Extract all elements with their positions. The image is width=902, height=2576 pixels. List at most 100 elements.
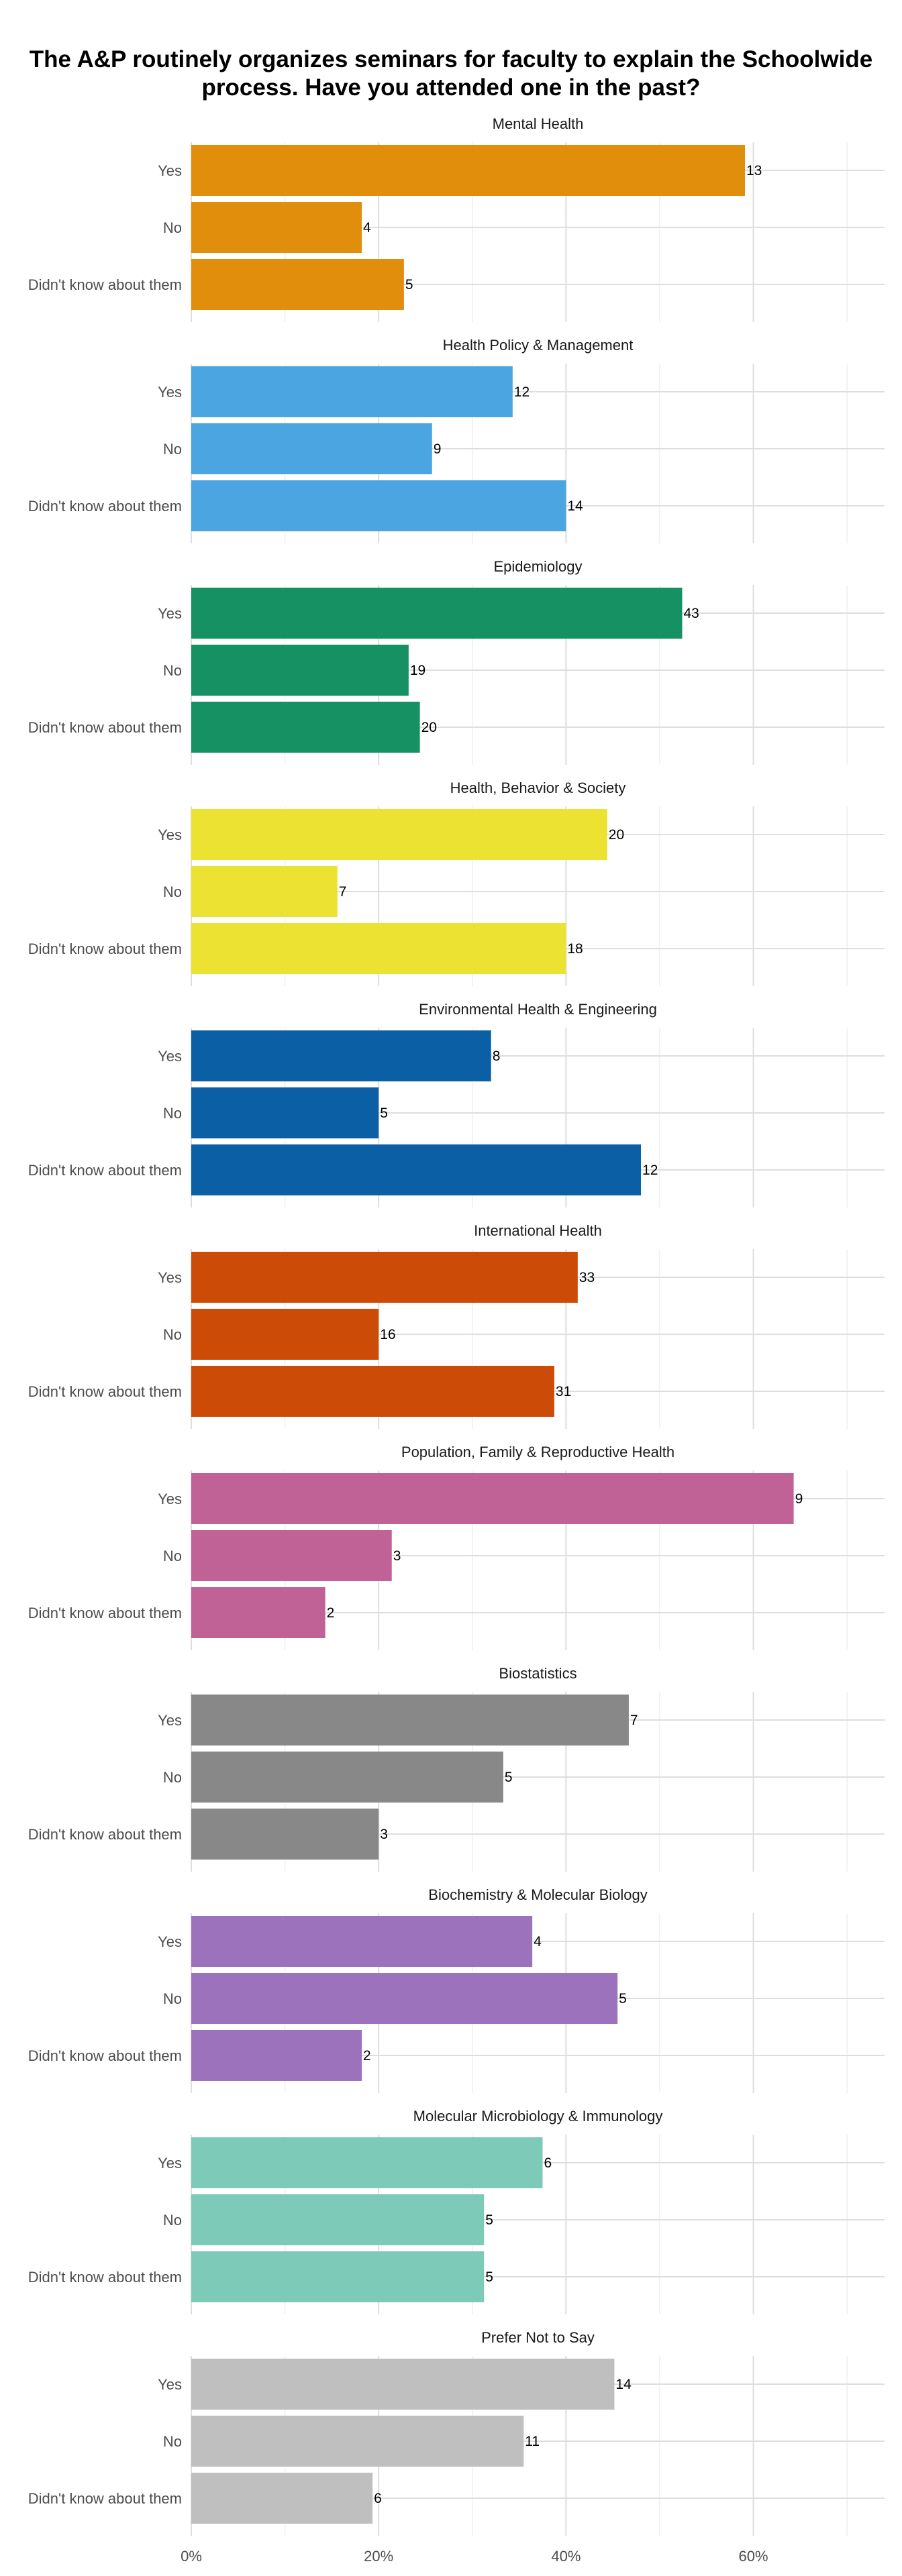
bar (191, 2137, 543, 2188)
bar-value-label: 33 (579, 1270, 595, 1285)
category-label: No (163, 883, 182, 900)
bar (191, 588, 683, 639)
panel-title: Health, Behavior & Society (450, 780, 626, 796)
x-tick-label: 0% (181, 2548, 202, 2565)
bar-value-label: 16 (380, 1327, 395, 1342)
panel-molecular-microbiology-immunology: Molecular Microbiology & Immunology 6 Yes 5… (28, 2108, 885, 2314)
bar (191, 2359, 615, 2410)
x-tick-label: 20% (364, 2548, 393, 2565)
bar (191, 1309, 379, 1360)
category-label: Didn't know about them (28, 941, 182, 957)
category-label: Didn't know about them (28, 1826, 182, 1843)
bar-value-label: 5 (485, 2212, 493, 2228)
category-label: Didn't know about them (28, 1605, 182, 1621)
bar-value-label: 5 (380, 1106, 388, 1121)
category-label: No (163, 2433, 182, 2450)
bar (191, 809, 607, 860)
bar (191, 145, 746, 196)
category-label: Didn't know about them (28, 276, 182, 293)
bar-value-label: 4 (363, 220, 371, 235)
panel-international-health: International Health 33 Yes 16 No 31 Didn't kn… (28, 1222, 885, 1429)
bar-value-label: 5 (485, 2269, 493, 2285)
bar-value-label: 13 (746, 163, 762, 178)
bar (191, 1530, 392, 1581)
panel-title: Prefer Not to Say (481, 2329, 595, 2346)
bar (191, 2030, 362, 2081)
category-label: Yes (158, 1269, 182, 1286)
bar-value-label: 5 (405, 277, 413, 292)
category-label: Didn't know about them (28, 1383, 182, 1400)
category-label: Yes (158, 1712, 182, 1729)
bar (191, 2473, 373, 2524)
bar (191, 2194, 485, 2245)
bar (191, 702, 420, 753)
bar-value-label: 12 (514, 384, 530, 400)
bar-value-label: 5 (505, 1770, 513, 1785)
bar-value-label: 2 (327, 1605, 335, 1621)
panel-title: Epidemiology (493, 558, 582, 575)
panel-epidemiology: Epidemiology 43 Yes 19 No 20 Didn't know about… (28, 558, 885, 765)
category-label: No (163, 1769, 182, 1786)
bar-value-label: 7 (630, 1713, 638, 1728)
category-label: Yes (158, 1048, 182, 1065)
category-label: No (163, 219, 182, 236)
panel-title: Biostatistics (499, 1665, 577, 1682)
bar (191, 1473, 794, 1524)
bar-value-label: 3 (380, 1827, 388, 1842)
category-label: Didn't know about them (28, 2490, 182, 2507)
panel-biochemistry-molecular-biology: Biochemistry & Molecular Biology 4 Yes 5 No 2… (28, 1886, 885, 2093)
bar-value-label: 11 (525, 2434, 540, 2449)
bar (191, 1366, 554, 1417)
category-label: Yes (158, 2155, 182, 2171)
category-label: Didn't know about them (28, 2047, 182, 2064)
category-label: No (163, 1105, 182, 1122)
bar-value-label: 3 (393, 1548, 401, 1564)
x-tick-label: 40% (551, 2548, 581, 2565)
category-label: Didn't know about them (28, 719, 182, 736)
panel-title: Environmental Health & Engineering (419, 1001, 657, 1018)
bar-value-label: 6 (544, 2155, 552, 2171)
panel-title: International Health (474, 1222, 602, 1239)
bar (191, 1087, 379, 1138)
bar (191, 1252, 578, 1303)
bar (191, 866, 338, 917)
panel-title: Population, Family & Reproductive Health (401, 1444, 674, 1460)
bar (191, 1973, 618, 2024)
bar-value-label: 8 (493, 1049, 501, 1064)
bar (191, 423, 432, 474)
category-label: Didn't know about them (28, 1162, 182, 1179)
bar (191, 1809, 379, 1860)
bar (191, 1916, 533, 1967)
panel-health-policy-management: Health Policy & Management 12 Yes 9 No 14 Didn… (28, 337, 885, 543)
bar-value-label: 31 (556, 1384, 571, 1399)
x-tick-label: 60% (739, 2548, 768, 2565)
bar (191, 1752, 503, 1803)
panel-health-behavior-society: Health, Behavior & Society 20 Yes 7 No 18 Didn… (28, 780, 885, 986)
category-label: Yes (158, 2376, 182, 2393)
category-label: Yes (158, 384, 182, 400)
panel-title: Molecular Microbiology & Immunology (413, 2108, 663, 2125)
panel-title: Health Policy & Management (443, 337, 634, 354)
bar (191, 259, 404, 310)
category-label: Yes (158, 1491, 182, 1507)
bar (191, 2251, 485, 2302)
category-label: No (163, 1548, 182, 1564)
panel-title: Mental Health (493, 115, 584, 132)
bar (191, 2416, 524, 2467)
category-label: Yes (158, 162, 182, 179)
category-label: No (163, 441, 182, 458)
bar (191, 366, 513, 417)
bar-value-label: 9 (434, 441, 442, 457)
bar-value-label: 9 (795, 1491, 803, 1507)
bar-value-label: 19 (410, 663, 425, 678)
bar-value-label: 20 (421, 720, 437, 735)
bar (191, 1695, 629, 1746)
chart-title: The A&P routinely organizes seminars for… (29, 46, 873, 101)
category-label: Didn't know about them (28, 498, 182, 515)
category-label: No (163, 1326, 182, 1343)
bar-value-label: 14 (615, 2377, 632, 2392)
bar (191, 1144, 642, 1195)
category-label: Yes (158, 605, 182, 622)
panel-biostatistics: Biostatistics 7 Yes 5 No 3 Didn't know about t… (28, 1665, 885, 1872)
